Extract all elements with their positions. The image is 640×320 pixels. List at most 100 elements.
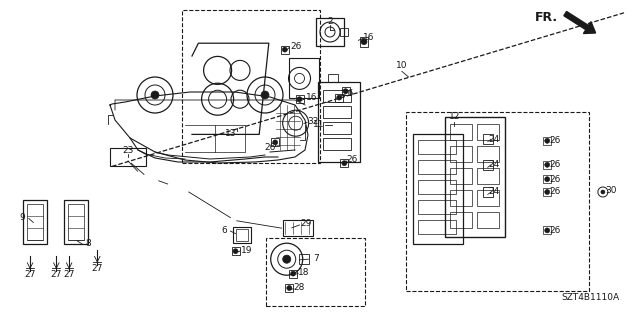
Text: 26: 26 xyxy=(550,175,561,184)
Bar xyxy=(281,46,289,53)
Circle shape xyxy=(343,89,348,94)
Bar xyxy=(318,82,360,162)
Circle shape xyxy=(233,249,238,254)
Text: 24: 24 xyxy=(488,135,500,144)
Text: 26: 26 xyxy=(550,136,561,145)
Bar xyxy=(323,106,351,117)
Circle shape xyxy=(545,177,550,182)
Circle shape xyxy=(151,91,159,99)
Text: 12: 12 xyxy=(449,112,460,121)
Text: 10: 10 xyxy=(396,61,408,70)
Text: 19: 19 xyxy=(241,246,252,255)
Bar xyxy=(413,134,463,244)
Circle shape xyxy=(545,189,550,195)
Text: 27: 27 xyxy=(51,270,62,279)
Bar xyxy=(418,200,456,214)
Text: 27: 27 xyxy=(24,270,36,279)
Bar xyxy=(323,122,351,134)
FancyArrow shape xyxy=(564,12,596,34)
Circle shape xyxy=(283,255,291,263)
Text: 2: 2 xyxy=(328,17,333,26)
Text: 23: 23 xyxy=(122,146,134,155)
Bar xyxy=(450,124,472,140)
Text: 26: 26 xyxy=(342,89,354,98)
Circle shape xyxy=(361,39,367,44)
Bar xyxy=(283,220,313,236)
Text: FR.: FR. xyxy=(535,11,558,24)
Text: 6: 6 xyxy=(221,226,227,235)
Text: SZT4B1110A: SZT4B1110A xyxy=(562,293,620,302)
Bar xyxy=(285,284,293,292)
Bar xyxy=(289,58,319,99)
Bar xyxy=(477,212,499,228)
Circle shape xyxy=(337,95,342,100)
Bar xyxy=(450,189,472,205)
Bar xyxy=(266,238,365,306)
Bar xyxy=(418,220,456,234)
Text: 32: 32 xyxy=(307,117,319,126)
Bar xyxy=(299,254,308,264)
Bar xyxy=(543,137,551,145)
Bar xyxy=(63,200,88,244)
Bar xyxy=(477,124,499,140)
Bar xyxy=(271,139,279,147)
Bar xyxy=(236,229,248,241)
Circle shape xyxy=(282,47,287,52)
Bar xyxy=(340,159,348,167)
Circle shape xyxy=(545,228,550,233)
Bar xyxy=(27,204,42,240)
Text: 24: 24 xyxy=(488,160,500,169)
Text: 28: 28 xyxy=(294,284,305,292)
Circle shape xyxy=(342,161,347,166)
Text: 27: 27 xyxy=(63,270,75,279)
Bar xyxy=(232,247,239,255)
Bar xyxy=(232,227,250,243)
Bar xyxy=(543,161,551,169)
Text: 26: 26 xyxy=(550,188,561,196)
Text: 9: 9 xyxy=(20,213,25,222)
Circle shape xyxy=(297,97,302,102)
Text: 16: 16 xyxy=(306,93,317,102)
Bar xyxy=(418,180,456,194)
Bar xyxy=(316,18,344,46)
Text: 26: 26 xyxy=(290,42,301,51)
Text: 16: 16 xyxy=(363,33,374,42)
Bar xyxy=(68,204,83,240)
Text: 7: 7 xyxy=(314,254,319,263)
Bar xyxy=(483,187,493,197)
Text: 11: 11 xyxy=(313,120,324,129)
Bar xyxy=(543,227,551,234)
Bar xyxy=(406,112,589,291)
Circle shape xyxy=(601,190,605,194)
Text: 26: 26 xyxy=(346,156,358,164)
Bar xyxy=(289,269,297,277)
Bar xyxy=(296,95,303,103)
Circle shape xyxy=(291,271,296,276)
Bar xyxy=(328,74,338,82)
Bar xyxy=(323,90,351,101)
Circle shape xyxy=(261,91,269,99)
Bar xyxy=(342,87,349,95)
Bar xyxy=(450,146,472,162)
Circle shape xyxy=(273,140,278,145)
Bar xyxy=(110,148,146,166)
Text: 8: 8 xyxy=(86,239,91,248)
Text: 18: 18 xyxy=(298,268,310,277)
Bar xyxy=(335,93,343,101)
Text: 26: 26 xyxy=(550,160,561,169)
Text: 24: 24 xyxy=(488,188,500,196)
Text: 30: 30 xyxy=(605,186,617,195)
Bar xyxy=(22,200,47,244)
Bar xyxy=(450,212,472,228)
Bar xyxy=(543,175,551,183)
Bar xyxy=(182,10,320,163)
Bar xyxy=(340,28,348,36)
Bar xyxy=(477,146,499,162)
Bar xyxy=(323,138,351,149)
Bar xyxy=(483,160,493,170)
Text: 29: 29 xyxy=(300,219,312,228)
Bar xyxy=(418,140,456,154)
Bar xyxy=(483,134,493,144)
Bar xyxy=(360,36,368,47)
Bar xyxy=(477,189,499,205)
